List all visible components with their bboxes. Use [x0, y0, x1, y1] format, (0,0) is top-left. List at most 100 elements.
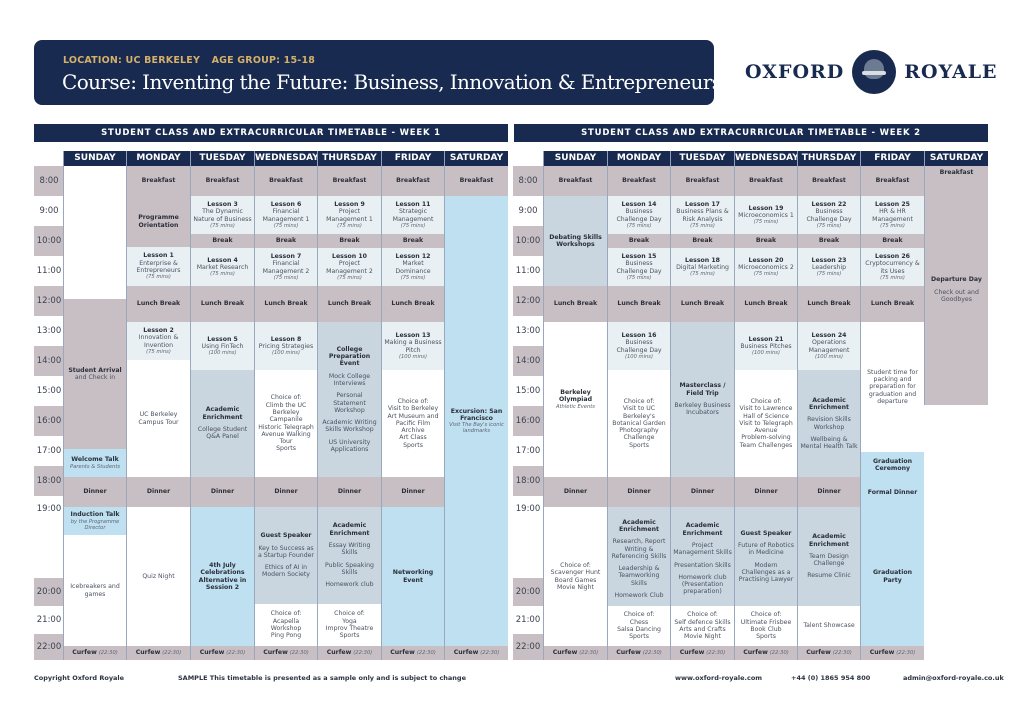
w2-mon-late-choice: Choice of: Chess Salsa Dancing Sports	[607, 606, 670, 646]
w2-mon-lesson-15: Lesson 15 Business Challenge Day (75 mins)	[607, 248, 670, 286]
w2-fri-breakfast: Breakfast	[860, 166, 924, 196]
w1-tue-academic-enrichment: Academic Enrichment College Student Q&A P…	[190, 370, 254, 477]
w1-mon-lunch: Lunch Break	[126, 286, 190, 322]
w2-sun-lunch: Lunch Break	[543, 286, 607, 322]
w1-thu-lesson-10: Lesson 10 Project Management 2 (75 mins)	[317, 248, 381, 286]
w1-fri-lunch: Lunch Break	[381, 286, 444, 322]
w1-sun-arrival: Student Arrival and Check in	[63, 299, 126, 449]
week2-day-tuesday: TUESDAY	[670, 151, 734, 166]
w2-mon-break: Break	[607, 234, 670, 248]
w2-mon-lesson-16: Lesson 16 Business Challenge Day (100 mins…	[607, 322, 670, 370]
w2-sun-olympiad: Berkeley Olympiad Athletic Events	[543, 322, 607, 477]
w2-thu-break: Break	[797, 234, 860, 248]
w1-mon-orientation: Programme Orientation	[126, 196, 190, 247]
w1-wed-choice: Choice of: Climb the UC Berkeley Campanil…	[254, 370, 317, 477]
w1-wed-lunch: Lunch Break	[254, 286, 317, 322]
w1-sun-curfew: Curfew (22:30)	[63, 646, 126, 660]
time-label: 12:00	[34, 286, 64, 316]
w1-mon-dinner: Dinner	[126, 477, 190, 507]
w1-mon-breakfast: Breakfast	[126, 166, 190, 196]
time-label: 18:00	[34, 466, 64, 496]
w1-fri-dinner: Dinner	[381, 477, 444, 507]
w2-thu-curfew: Curfew (22:30)	[797, 646, 860, 660]
w2-fri-formal-dinner: Formal Dinner	[860, 478, 924, 507]
w1-tue-lesson-5: Lesson 5 Using FinTech (100 mins)	[190, 322, 254, 370]
w1-tue-break: Break	[190, 234, 254, 248]
w1-fri-lesson-13: Lesson 13 Making a Business Pitch (100 min…	[381, 322, 444, 370]
time-label: 16:00	[34, 406, 64, 436]
time-label: 11:00	[515, 266, 541, 276]
w1-thu-college-prep: College Preparation Event Mock College In…	[317, 322, 381, 477]
w1-fri-lesson-11: Lesson 11 Strategic Management (75 mins)	[381, 196, 444, 234]
w2-sun-dinner: Dinner	[543, 477, 607, 507]
w1-sat-breakfast: Breakfast	[444, 166, 508, 196]
w1-mon-curfew: Curfew (22:30)	[126, 646, 190, 660]
time-label: 22:00	[513, 634, 543, 660]
w2-thu-talent-showcase: Talent Showcase	[797, 606, 860, 646]
w2-sun-breakfast: Breakfast	[543, 166, 607, 196]
time-label: 10:00	[34, 226, 64, 256]
w1-wed-lesson-8: Lesson 8 Pricing Strategies (100 mins)	[254, 322, 317, 370]
w1-sat-curfew: Curfew (22:30)	[444, 646, 508, 660]
w2-wed-lesson-19: Lesson 19 Microeconomics 1 (75 mins)	[734, 196, 797, 234]
w1-fri-curfew: Curfew (22:30)	[381, 646, 444, 660]
logo-word-left: OXFORD	[745, 61, 845, 83]
time-label: 12:00	[513, 286, 543, 316]
w2-tue-curfew: Curfew (22:30)	[670, 646, 734, 660]
w1-sun-induction-talk: Induction Talk by the Programme Director	[63, 507, 126, 535]
time-label: 13:00	[36, 326, 62, 336]
course-banner: LOCATION: UC BERKELEY AGE GROUP: 15-18 C…	[34, 40, 752, 105]
w1-tue-dinner: Dinner	[190, 477, 254, 507]
time-label: 14:00	[513, 346, 543, 376]
week2-day-saturday: SATURDAY	[924, 151, 988, 166]
week1-day-thursday: THURSDAY	[317, 151, 381, 166]
w1-wed-breakfast: Breakfast	[254, 166, 317, 196]
w1-thu-academic-enrichment: Academic Enrichment Essay Writing Skills P…	[317, 507, 381, 604]
w2-wed-breakfast: Breakfast	[734, 166, 797, 196]
time-label: 8:00	[513, 166, 543, 196]
w1-wed-late-choice: Choice of: Acapella Workshop Ping Pong	[254, 604, 317, 646]
w2-tue-lesson-18: Lesson 18 Digital Marketing (75 mins)	[670, 248, 734, 286]
week1-day-wednesday: WEDNESDAY	[254, 151, 319, 166]
w1-wed-lesson-6: Lesson 6 Financial Management 1 (75 mins)	[254, 196, 317, 234]
w1-tue-evening: 4th July Celebrations Alternative in Sess…	[190, 507, 254, 646]
w2-thu-academic-enrichment: Academic Enrichment Revision Skills Works…	[797, 370, 860, 477]
footer-copyright: Copyright Oxford Royale	[34, 674, 125, 682]
w1-mon-evening: Quiz Night	[126, 507, 190, 646]
w2-wed-choice: Choice of: Visit to Lawrence Hall of Scie…	[734, 370, 797, 477]
footer-email-link[interactable]: admin@oxford-royale.co.uk	[903, 674, 1004, 682]
time-label: 13:00	[515, 326, 541, 336]
w1-fri-networking-event: Networking Event	[381, 507, 444, 646]
w2-sun-curfew: Curfew (22:30)	[543, 646, 607, 660]
time-label: 17:00	[36, 446, 62, 456]
time-label: 19:00	[515, 504, 541, 514]
time-label: 15:00	[36, 386, 62, 396]
w2-fri-break: Break	[860, 234, 924, 248]
w1-mon-lesson-2: Lesson 2 Innovation & Invention (75 mins)	[126, 322, 190, 360]
footer-website-link[interactable]: www.oxford-royale.com	[675, 674, 763, 682]
w1-tue-lunch: Lunch Break	[190, 286, 254, 322]
w2-wed-late-choice: Choice of: Ultimate Frisbee Book Club Sport…	[734, 606, 797, 646]
course-meta: LOCATION: UC BERKELEY AGE GROUP: 15-18	[63, 55, 323, 66]
time-label: 21:00	[515, 615, 541, 625]
w2-mon-lunch: Lunch Break	[607, 286, 670, 322]
w1-wed-break: Break	[254, 234, 317, 248]
time-label: 20:00	[513, 578, 543, 606]
week2-day-sunday: SUNDAY	[543, 151, 607, 166]
w2-sun-debating: Debating Skills Workshops	[543, 196, 607, 286]
time-label: 10:00	[513, 226, 543, 256]
w2-tue-dinner: Dinner	[670, 477, 734, 507]
w2-wed-lesson-20: Lesson 20 Microeconomics 2 (75 mins)	[734, 248, 797, 286]
w1-thu-breakfast: Breakfast	[317, 166, 381, 196]
time-label: 15:00	[515, 386, 541, 396]
w2-wed-dinner: Dinner	[734, 477, 797, 507]
w2-thu-lesson-23: Lesson 23 Leadership (75 mins)	[797, 248, 860, 286]
w2-wed-curfew: Curfew (22:30)	[734, 646, 797, 660]
w2-fri-graduation-ceremony: Graduation Ceremony	[860, 452, 924, 478]
w2-fri-graduation-party: Graduation Party	[860, 507, 924, 646]
time-label: 21:00	[36, 615, 62, 625]
w1-sun-empty	[63, 166, 126, 299]
week2-day-monday: MONDAY	[607, 151, 670, 166]
week1-day-tuesday: TUESDAY	[190, 151, 254, 166]
w1-fri-break: Break	[381, 234, 444, 248]
